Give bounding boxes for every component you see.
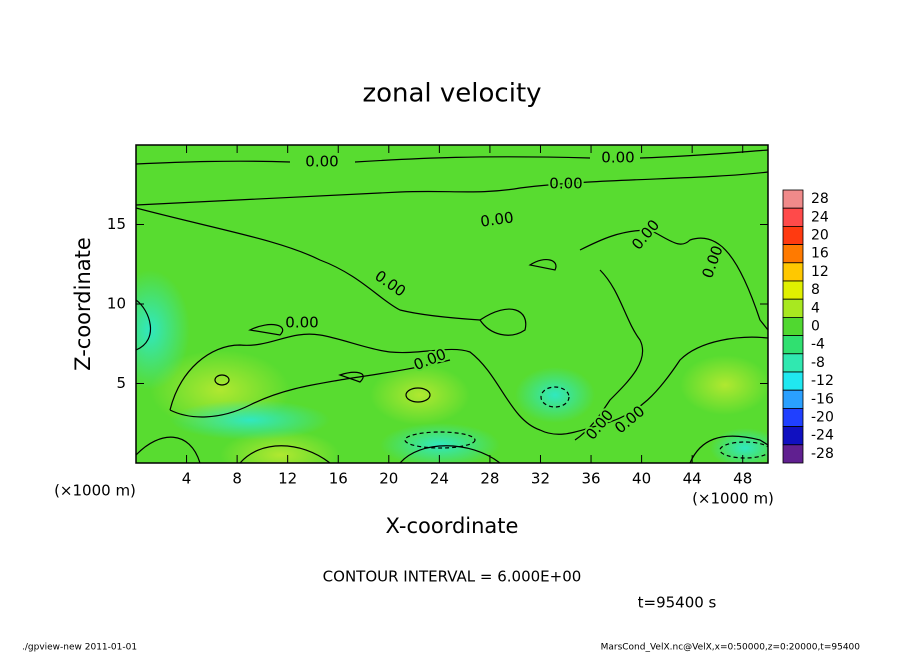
- contour-label: 0.00: [479, 208, 515, 230]
- contour-interval: CONTOUR INTERVAL = 6.000E+00: [323, 568, 582, 586]
- contour-label: 0.00: [285, 314, 318, 332]
- colorbar-label: -8: [811, 355, 825, 371]
- x-axis-label: X-coordinate: [386, 514, 519, 538]
- x-tick-label: 12: [278, 470, 297, 488]
- colorbar-swatch: [782, 262, 804, 282]
- colorbar-label: -16: [811, 391, 834, 407]
- colorbar-swatch: [782, 225, 804, 245]
- colorbar-label: 16: [811, 246, 829, 262]
- x-unit: (×1000 m): [54, 482, 136, 500]
- colorbar-label: -20: [811, 410, 834, 426]
- x-tick-label: 40: [632, 470, 651, 488]
- field: [136, 145, 768, 463]
- x-tick-label: 44: [683, 470, 702, 488]
- colorbar-swatch: [782, 444, 804, 464]
- colorbar-label: -4: [811, 337, 825, 353]
- time-label: t=95400 s: [638, 594, 717, 612]
- colorbar-swatch: [782, 335, 804, 355]
- colorbar-label: 28: [811, 191, 829, 207]
- x-tick-label: 24: [430, 470, 449, 488]
- colorbar-label: 12: [811, 264, 829, 280]
- x-tick-label: 28: [480, 470, 499, 488]
- x-tick-label: 48: [733, 470, 752, 488]
- footer-left: ./gpview-new 2011-01-01: [22, 643, 137, 653]
- x-tick-label: 20: [379, 470, 398, 488]
- x-tick-label: 32: [531, 470, 550, 488]
- colorbar-label: -12: [811, 373, 834, 389]
- x-tick-label: 16: [329, 470, 348, 488]
- x-tick-label: 36: [581, 470, 600, 488]
- colorbar-swatch: [782, 280, 804, 300]
- chart-title: zonal velocity: [362, 79, 541, 109]
- y-unit: (×1000 m): [692, 490, 774, 508]
- colorbar: 28 24 20 16 12 8 4 0 -4 -8 -12 -16 -20 -24 -28: [782, 189, 834, 464]
- colorbar-swatch: [782, 189, 804, 209]
- colorbar-label: -28: [811, 446, 834, 462]
- x-tick-label: 4: [182, 470, 192, 488]
- colorbar-label: 24: [811, 209, 829, 225]
- colorbar-swatch: [782, 298, 804, 318]
- colorbar-swatch: [782, 389, 804, 409]
- colorbar-swatch: [782, 426, 804, 446]
- x-tick-label: 8: [232, 470, 242, 488]
- y-tick-label: 15: [107, 215, 126, 233]
- colorbar-label: 20: [811, 228, 829, 244]
- colorbar-label: -24: [811, 428, 834, 444]
- colorbar-label: 8: [811, 282, 820, 298]
- colorbar-swatch: [782, 407, 804, 427]
- contour-label: 0.00: [601, 149, 634, 167]
- contour-label: 0.00: [305, 153, 338, 171]
- y-tick-label: 5: [116, 374, 126, 392]
- y-tick-label: 10: [107, 295, 126, 313]
- colorbar-label: 0: [811, 319, 820, 335]
- colorbar-label: 4: [811, 300, 820, 316]
- contour-label: 0.00: [549, 175, 582, 193]
- colorbar-swatch: [782, 316, 804, 336]
- y-axis-label: Z-coordinate: [71, 237, 95, 371]
- colorbar-swatch: [782, 353, 804, 373]
- colorbar-swatch: [782, 244, 804, 264]
- colorbar-swatch: [782, 207, 804, 227]
- colorbar-swatch: [782, 371, 804, 391]
- footer-right: MarsCond_VelX.nc@VelX,x=0:50000,z=0:2000…: [601, 643, 861, 653]
